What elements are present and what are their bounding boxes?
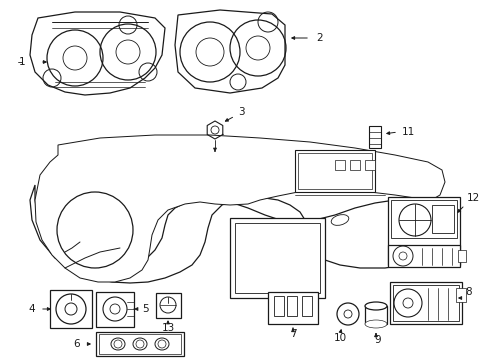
Text: 8: 8	[464, 287, 470, 297]
Ellipse shape	[364, 320, 386, 328]
Bar	[273, 296, 284, 316]
Bar	[302, 296, 311, 316]
Bar	[50, 290, 92, 328]
Text: 12: 12	[466, 193, 479, 203]
Bar	[387, 197, 459, 265]
Bar	[349, 160, 359, 170]
Text: 11: 11	[401, 127, 414, 137]
Polygon shape	[175, 10, 285, 93]
Text: 5: 5	[142, 304, 148, 314]
Bar	[455, 288, 465, 302]
Text: 7: 7	[289, 329, 296, 339]
Bar	[431, 205, 453, 233]
Text: 10: 10	[333, 333, 346, 343]
Text: 3: 3	[238, 107, 244, 117]
Polygon shape	[30, 185, 444, 283]
Bar	[457, 250, 465, 262]
Text: 9: 9	[374, 335, 381, 345]
Polygon shape	[30, 12, 164, 95]
Bar	[96, 292, 134, 327]
Text: 6: 6	[73, 339, 80, 349]
Text: 2: 2	[316, 33, 323, 43]
Bar	[364, 306, 386, 324]
Text: 4: 4	[28, 304, 35, 314]
Bar	[392, 285, 458, 321]
Bar	[294, 150, 374, 192]
Polygon shape	[35, 135, 444, 282]
Text: 13: 13	[161, 323, 174, 333]
Text: 1: 1	[19, 57, 25, 67]
Bar	[390, 200, 456, 238]
Bar	[364, 160, 374, 170]
Bar	[368, 126, 380, 148]
Bar	[389, 282, 461, 324]
Bar	[235, 223, 319, 293]
Bar	[210, 138, 219, 146]
Bar	[286, 296, 296, 316]
Ellipse shape	[364, 302, 386, 310]
Bar	[229, 218, 325, 298]
Bar	[267, 292, 317, 324]
Bar	[156, 293, 181, 318]
Bar	[334, 160, 345, 170]
Bar	[297, 153, 371, 189]
Bar	[387, 245, 459, 267]
Bar	[96, 332, 183, 356]
Bar	[99, 334, 181, 354]
